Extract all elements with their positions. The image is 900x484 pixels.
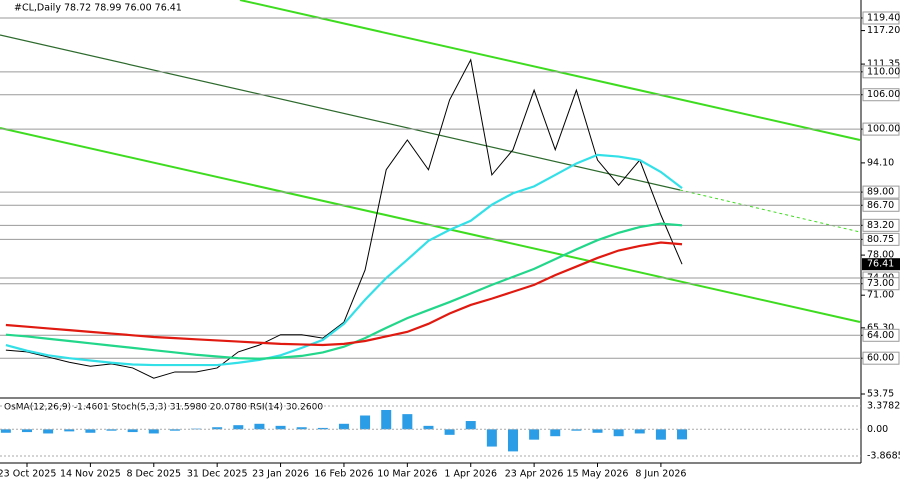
x-tick-label: 31 Dec 2025 — [187, 469, 248, 480]
y-tick-label: 64.00 — [867, 330, 894, 341]
ohlc: 78.72 78.99 76.00 76.41 — [64, 3, 182, 14]
osma-bar — [233, 425, 244, 430]
y-tick-label: 89.00 — [867, 187, 894, 198]
level-box — [862, 88, 900, 102]
y-tick-label: 78.00 — [867, 250, 894, 261]
osma-bar — [64, 429, 75, 432]
level-box — [862, 185, 900, 199]
x-tick-label: 23 Oct 2025 — [0, 469, 56, 480]
price-line — [5, 153, 683, 367]
osma-bar — [402, 414, 413, 430]
price-line — [5, 222, 683, 360]
osma-bar — [507, 429, 518, 452]
osma-bar — [106, 429, 117, 431]
y-tick-label: 110.00 — [867, 66, 900, 77]
osma-bar — [444, 429, 455, 435]
level-box — [862, 277, 900, 291]
x-tick-label: 16 Feb 2026 — [314, 469, 373, 480]
osma-bar — [655, 429, 666, 440]
osma-bar — [486, 429, 497, 447]
indicator-title: OsMA(12,26,9) -1.4601 Stoch(5,3,3) 31.59… — [4, 403, 323, 413]
level-box — [862, 65, 900, 79]
last-price-label: 76.41 — [867, 259, 894, 270]
osma-bar — [22, 429, 32, 433]
level-box — [862, 351, 900, 365]
osma-bar — [360, 415, 371, 430]
level-box — [862, 11, 900, 25]
osma-bar — [317, 427, 328, 430]
osma-bar — [465, 421, 476, 430]
x-tick-label: 23 Apr 2026 — [505, 469, 564, 480]
osma-bar — [613, 429, 624, 437]
y-tick-label: 65.30 — [867, 322, 894, 333]
osma-bar — [338, 423, 349, 430]
osma-bar — [85, 429, 96, 433]
osma-bar — [212, 427, 223, 430]
x-tick-label: 1 Apr 2026 — [444, 469, 497, 480]
y-tick-label: 80.75 — [867, 234, 894, 245]
level-box — [862, 198, 900, 212]
price-line — [5, 241, 683, 347]
osma-bar — [529, 429, 540, 440]
trend-line — [679, 189, 861, 233]
osma-bar — [571, 429, 582, 431]
x-tick-label: 10 Mar 2026 — [377, 469, 437, 480]
osma-bar — [592, 429, 603, 433]
osma-bar — [381, 409, 392, 430]
channel-line — [239, 0, 861, 141]
osma-bar — [275, 425, 286, 430]
trend-line — [0, 34, 681, 191]
y-tick-label: 0.00 — [867, 424, 888, 435]
x-tick-label: 14 Nov 2025 — [60, 469, 121, 480]
osma-bar — [148, 429, 159, 434]
y-tick-label: 106.00 — [867, 89, 900, 100]
osma-bar — [296, 427, 307, 430]
y-tick-label: 100.00 — [867, 124, 900, 135]
osma-bar — [127, 429, 138, 433]
level-box — [862, 122, 900, 136]
y-tick-label: 73.00 — [867, 278, 894, 289]
symbol-title: #CL,Daily — [14, 3, 61, 14]
level-box — [862, 232, 900, 246]
price-line — [5, 58, 683, 379]
osma-bar — [254, 423, 265, 430]
osma-bar — [0, 429, 11, 433]
osma-bar — [43, 429, 54, 434]
x-tick-label: 8 Dec 2025 — [126, 469, 181, 480]
osma-bar — [634, 429, 645, 434]
y-tick-label: 3.3782 — [867, 401, 900, 412]
y-tick-label: 83.20 — [867, 220, 894, 231]
y-tick-label: 86.70 — [867, 200, 894, 211]
osma-bar — [423, 425, 434, 430]
y-tick-label: 53.75 — [867, 388, 894, 399]
level-box — [862, 218, 900, 232]
x-tick-label: 8 Jun 2026 — [635, 469, 686, 480]
y-tick-label: 60.00 — [867, 353, 894, 364]
x-tick-label: 15 May 2026 — [567, 469, 629, 480]
osma-bar — [677, 429, 688, 440]
y-tick-label: 117.20 — [867, 25, 900, 36]
x-tick-label: 23 Jan 2026 — [252, 469, 309, 480]
y-tick-label: 94.10 — [867, 157, 894, 168]
y-tick-label: 111.35 — [867, 59, 900, 70]
level-box — [862, 328, 900, 342]
osma-bar — [550, 429, 561, 437]
last-price-box — [862, 258, 900, 271]
y-tick-label: 119.40 — [867, 12, 900, 23]
y-tick-label: -3.8685 — [867, 451, 900, 462]
y-tick-label: 71.00 — [867, 290, 894, 301]
osma-bar — [169, 429, 180, 431]
